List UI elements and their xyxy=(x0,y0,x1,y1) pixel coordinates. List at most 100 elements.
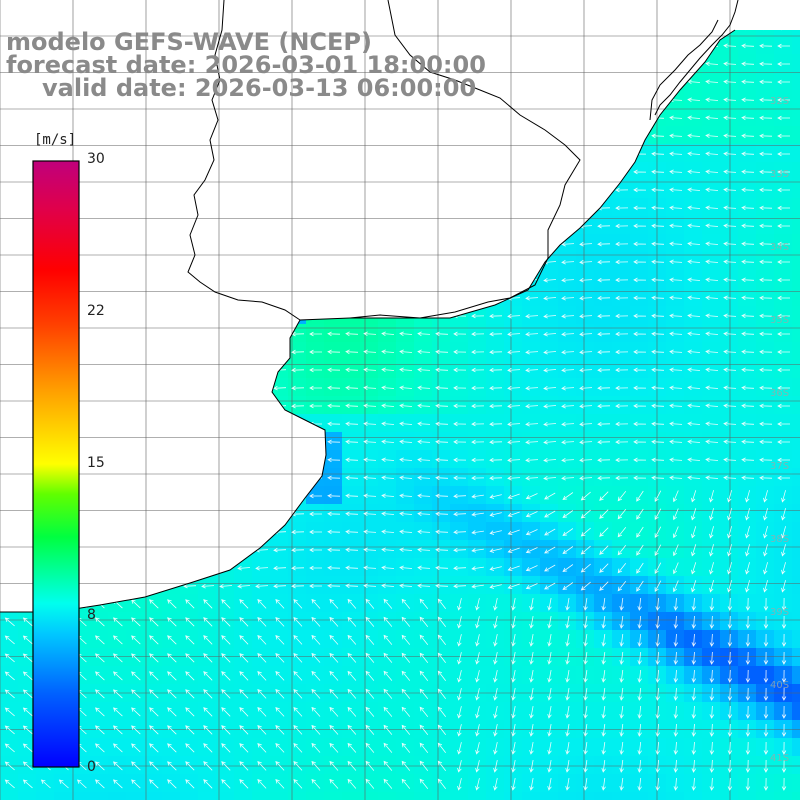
speed-cell xyxy=(738,648,757,667)
speed-cell xyxy=(684,612,703,631)
wind-arrow xyxy=(94,689,105,699)
speed-cell xyxy=(738,360,757,379)
wind-arrow xyxy=(507,511,520,517)
speed-cell xyxy=(684,90,703,109)
wind-arrow xyxy=(723,223,737,229)
wind-arrow xyxy=(149,743,159,753)
wind-arrow xyxy=(453,511,467,517)
wind-arrow xyxy=(363,493,377,499)
speed-cell xyxy=(18,792,37,800)
wind-arrow xyxy=(654,508,662,521)
speed-cell xyxy=(522,630,541,649)
wind-arrow xyxy=(435,565,449,571)
wind-arrow xyxy=(669,205,683,211)
wind-arrow xyxy=(167,743,177,753)
speed-cell xyxy=(378,324,397,343)
wind-arrow xyxy=(239,725,249,735)
wind-arrow xyxy=(705,61,719,67)
speed-cell xyxy=(756,234,775,253)
speed-cell xyxy=(756,216,775,235)
speed-cell xyxy=(504,594,523,613)
wind-arrow xyxy=(401,652,411,663)
wind-arrow xyxy=(437,778,447,789)
wind-arrow xyxy=(759,313,773,319)
speed-cell xyxy=(576,306,595,325)
speed-cell xyxy=(468,648,487,667)
speed-cell xyxy=(720,540,739,559)
wind-arrow xyxy=(615,457,629,463)
wind-arrow xyxy=(745,597,751,611)
wind-arrow xyxy=(475,706,480,719)
wind-arrow xyxy=(741,385,755,391)
wind-arrow xyxy=(149,725,159,735)
wind-arrow xyxy=(687,457,701,463)
wind-arrow xyxy=(781,741,787,755)
wind-arrow xyxy=(547,778,552,791)
speed-cell xyxy=(540,756,559,775)
speed-cell xyxy=(576,324,595,343)
speed-cell xyxy=(468,468,487,487)
wind-arrow xyxy=(471,385,485,391)
wind-arrow xyxy=(655,759,661,773)
speed-cell xyxy=(666,288,685,307)
speed-cell xyxy=(612,468,631,487)
wind-arrow xyxy=(365,760,375,771)
wind-arrow xyxy=(525,457,539,463)
wind-arrow xyxy=(777,79,790,85)
speed-cell xyxy=(666,432,685,451)
wind-arrow xyxy=(579,313,593,319)
wind-arrow xyxy=(417,529,431,535)
speed-cell xyxy=(540,648,559,667)
wind-arrow xyxy=(619,687,624,701)
wind-arrow xyxy=(580,527,591,537)
wind-arrow xyxy=(565,778,570,791)
wind-arrow xyxy=(221,725,231,735)
wind-arrow xyxy=(543,349,557,355)
speed-cell xyxy=(720,36,739,55)
speed-cell xyxy=(684,198,703,217)
wind-arrow xyxy=(507,349,521,355)
wind-arrow xyxy=(471,512,484,517)
speed-cell xyxy=(738,288,757,307)
wind-arrow xyxy=(511,706,516,719)
wind-arrow xyxy=(691,580,697,593)
speed-cell xyxy=(576,540,595,559)
speed-cell xyxy=(756,666,775,685)
wind-arrow xyxy=(580,509,591,519)
wind-arrow xyxy=(655,651,661,665)
speed-cell xyxy=(414,450,433,469)
speed-cell xyxy=(558,792,577,800)
wind-arrow xyxy=(383,670,393,681)
speed-cell xyxy=(0,792,19,800)
wind-arrow xyxy=(597,259,611,265)
wind-arrow xyxy=(507,421,521,427)
speed-cell xyxy=(324,324,343,343)
wind-arrow xyxy=(345,547,359,553)
speed-cell xyxy=(756,342,775,361)
wind-arrow xyxy=(457,652,462,665)
speed-cell xyxy=(486,612,505,631)
wind-arrow xyxy=(727,741,733,755)
speed-cell xyxy=(450,576,469,595)
wind-arrow xyxy=(741,151,755,157)
speed-cell xyxy=(774,90,793,109)
speed-cell xyxy=(306,342,325,361)
speed-cell xyxy=(576,666,595,685)
colorbar-tick-0: 0 xyxy=(87,759,96,775)
speed-cell xyxy=(576,342,595,361)
wind-arrow xyxy=(365,598,375,609)
speed-cell xyxy=(486,594,505,613)
speed-cell xyxy=(756,756,775,775)
speed-cell xyxy=(486,648,505,667)
speed-cell xyxy=(468,450,487,469)
wind-arrow xyxy=(435,439,449,445)
speed-cell xyxy=(576,486,595,505)
wind-arrow xyxy=(94,707,105,717)
speed-cell xyxy=(774,414,793,433)
wind-arrow xyxy=(673,615,679,629)
wind-arrow xyxy=(525,439,539,445)
wind-arrow xyxy=(691,544,697,557)
wind-arrow xyxy=(489,439,503,445)
speed-cell xyxy=(684,432,703,451)
speed-cell xyxy=(702,666,721,685)
